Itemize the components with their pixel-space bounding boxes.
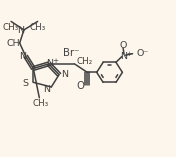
- Text: N: N: [121, 52, 127, 61]
- Text: N: N: [43, 85, 51, 94]
- Text: CH₃: CH₃: [32, 99, 48, 108]
- Text: CH₃: CH₃: [30, 23, 46, 32]
- Text: N: N: [17, 26, 24, 35]
- Text: Br⁻: Br⁻: [63, 48, 79, 58]
- Text: CH: CH: [6, 39, 20, 48]
- Text: O: O: [76, 81, 84, 91]
- Text: CH₂: CH₂: [77, 57, 93, 66]
- Text: N: N: [20, 52, 27, 61]
- Text: N: N: [46, 59, 53, 68]
- Text: O: O: [120, 41, 127, 50]
- Text: S: S: [23, 79, 29, 88]
- Text: +: +: [127, 51, 132, 57]
- Text: N: N: [61, 70, 68, 79]
- Text: O⁻: O⁻: [137, 49, 149, 58]
- Text: CH₃: CH₃: [3, 23, 19, 32]
- Text: +: +: [52, 58, 59, 64]
